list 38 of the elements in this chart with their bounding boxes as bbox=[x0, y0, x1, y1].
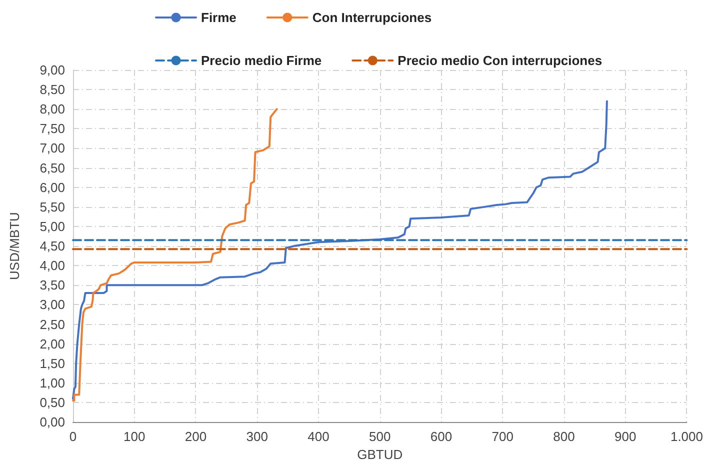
x-tick-label: 300 bbox=[246, 429, 268, 444]
y-tick-label: 1,50 bbox=[40, 356, 65, 371]
y-tick-label: 6,00 bbox=[40, 180, 65, 195]
x-tick-label: 900 bbox=[614, 429, 636, 444]
y-axis-title: USD/MBTU bbox=[7, 212, 22, 280]
y-tick-label: 0,50 bbox=[40, 395, 65, 410]
y-tick-label: 8,50 bbox=[40, 82, 65, 98]
y-tick-label: 8,00 bbox=[40, 102, 65, 117]
x-tick-label: 700 bbox=[492, 429, 514, 444]
x-axis-title: GBTUD bbox=[357, 447, 403, 462]
legend-label: Con Interrupciones bbox=[312, 10, 432, 25]
y-tick-label: 3,00 bbox=[40, 297, 65, 312]
legend-label: Firme bbox=[201, 10, 236, 25]
x-tick-label: 500 bbox=[369, 429, 391, 444]
y-tick-label: 6,50 bbox=[40, 160, 65, 176]
y-tick-label: 7,50 bbox=[40, 121, 65, 136]
y-tick-label: 2,50 bbox=[40, 316, 65, 332]
x-tick-label: 1.000 bbox=[670, 429, 704, 444]
y-tick-label: 7,00 bbox=[40, 140, 65, 156]
x-tick-label: 0 bbox=[69, 429, 77, 444]
x-tick-label: 100 bbox=[124, 429, 146, 444]
line-series bbox=[72, 100, 608, 400]
y-tick-label: 5,50 bbox=[40, 199, 65, 214]
y-tick-label: 1,00 bbox=[40, 375, 65, 390]
y-tick-label: 4,50 bbox=[40, 238, 65, 254]
line-series bbox=[72, 108, 278, 402]
x-tick-label: 400 bbox=[308, 429, 330, 444]
y-tick-label: 0,00 bbox=[40, 414, 65, 430]
y-tick-label: 2,00 bbox=[40, 336, 65, 352]
x-tick-label: 200 bbox=[184, 429, 207, 444]
x-tick-label: 600 bbox=[430, 429, 452, 444]
y-tick-label: 3,50 bbox=[40, 278, 65, 293]
legend-label: Precio medio Firme bbox=[201, 53, 322, 68]
legend-label: Precio medio Con interrupciones bbox=[398, 53, 602, 68]
y-tick-label: 4,00 bbox=[40, 258, 65, 274]
x-tick-label: 800 bbox=[553, 429, 575, 444]
y-tick-label: 5,00 bbox=[40, 218, 65, 234]
y-tick-label: 9,00 bbox=[40, 62, 65, 78]
